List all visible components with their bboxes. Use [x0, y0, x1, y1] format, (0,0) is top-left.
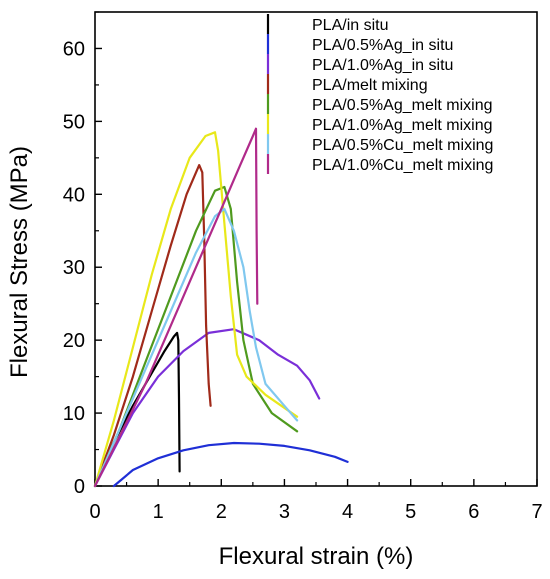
series-line-5	[93, 185, 299, 488]
legend-label: PLA/0.5%Ag_melt mixing	[312, 97, 493, 114]
series-layer	[93, 127, 349, 488]
legend-label: PLA/1.0%Ag_in situ	[312, 57, 453, 74]
legend-label: PLA/1.0%Ag_melt mixing	[312, 117, 493, 134]
legend: PLA/in situ PLA/0.5%Ag_in situ PLA/1.0%Ag_…	[266, 14, 493, 174]
axis-ticks: 0 1 2 3 4 5 6 7 0 10 20 30 40 50 60	[63, 11, 543, 523]
legend-label: PLA/1.0%Cu_melt mixing	[312, 157, 493, 174]
legend-label: PLA/0.5%Cu_melt mixing	[312, 137, 493, 154]
y-tick-label: 60	[63, 38, 85, 60]
y-tick-label: 20	[63, 330, 85, 352]
y-tick-label: 50	[63, 111, 85, 133]
y-tick-label: 30	[63, 257, 85, 279]
series-line-3	[93, 328, 321, 488]
y-axis-label: Flexural Stress (MPa)	[6, 146, 33, 378]
y-tick-label: 40	[63, 184, 85, 206]
x-tick-label: 5	[405, 501, 416, 523]
x-tick-label: 3	[279, 501, 290, 523]
legend-label: PLA/0.5%Ag_in situ	[312, 37, 453, 54]
series-line-8	[93, 127, 259, 488]
x-tick-label: 1	[153, 501, 164, 523]
y-tick-label: 10	[63, 403, 85, 425]
x-tick-label: 2	[216, 501, 227, 523]
series-line-2	[112, 441, 349, 488]
x-tick-label: 4	[342, 501, 353, 523]
x-tick-label: 6	[468, 501, 479, 523]
x-tick-label: 7	[531, 501, 542, 523]
series-line-7	[93, 207, 299, 488]
x-axis-label: Flexural strain (%)	[219, 543, 414, 570]
legend-label: PLA/in situ	[312, 17, 388, 34]
legend-label: PLA/melt mixing	[312, 77, 428, 94]
plot-area: 0 1 2 3 4 5 6 7 0 10 20 30 40 50 60 PLA/in situ PLA/0.5…	[63, 11, 543, 523]
x-tick-label: 0	[89, 501, 100, 523]
series-line-6	[93, 131, 299, 488]
series-line-4	[93, 164, 212, 488]
y-tick-label: 0	[74, 476, 85, 498]
series-line-1	[93, 331, 181, 488]
